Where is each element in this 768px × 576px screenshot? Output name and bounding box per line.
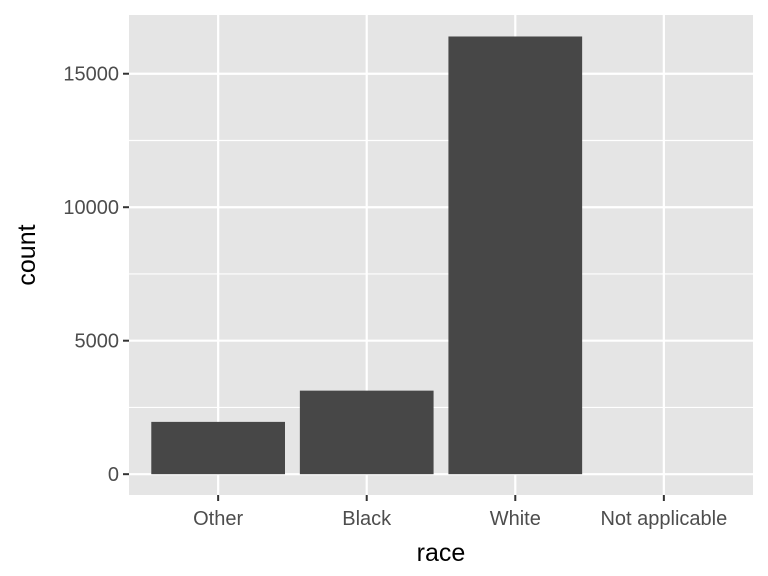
x-axis-title: race <box>417 539 466 567</box>
y-tick-label: 5000 <box>75 331 120 353</box>
y-tick-label: 10000 <box>63 197 119 219</box>
x-tick-label: White <box>490 508 541 530</box>
bars <box>151 36 583 475</box>
y-tick-label: 15000 <box>63 64 119 86</box>
bar-black <box>299 390 434 475</box>
x-tick-label: Black <box>342 508 392 530</box>
bar-other <box>151 421 285 475</box>
y-axis-title: count <box>13 224 41 285</box>
y-axis-ticks: 0 5000 10000 15000 <box>63 64 129 486</box>
x-tick-label: Other <box>193 508 243 530</box>
bar-white <box>448 36 583 475</box>
x-tick-label: Not applicable <box>600 508 727 530</box>
x-axis-ticks: Other Black White Not applicable <box>193 495 727 530</box>
y-tick-label: 0 <box>108 464 119 486</box>
plot-panel <box>129 15 753 495</box>
minor-gridlines <box>129 139 753 409</box>
